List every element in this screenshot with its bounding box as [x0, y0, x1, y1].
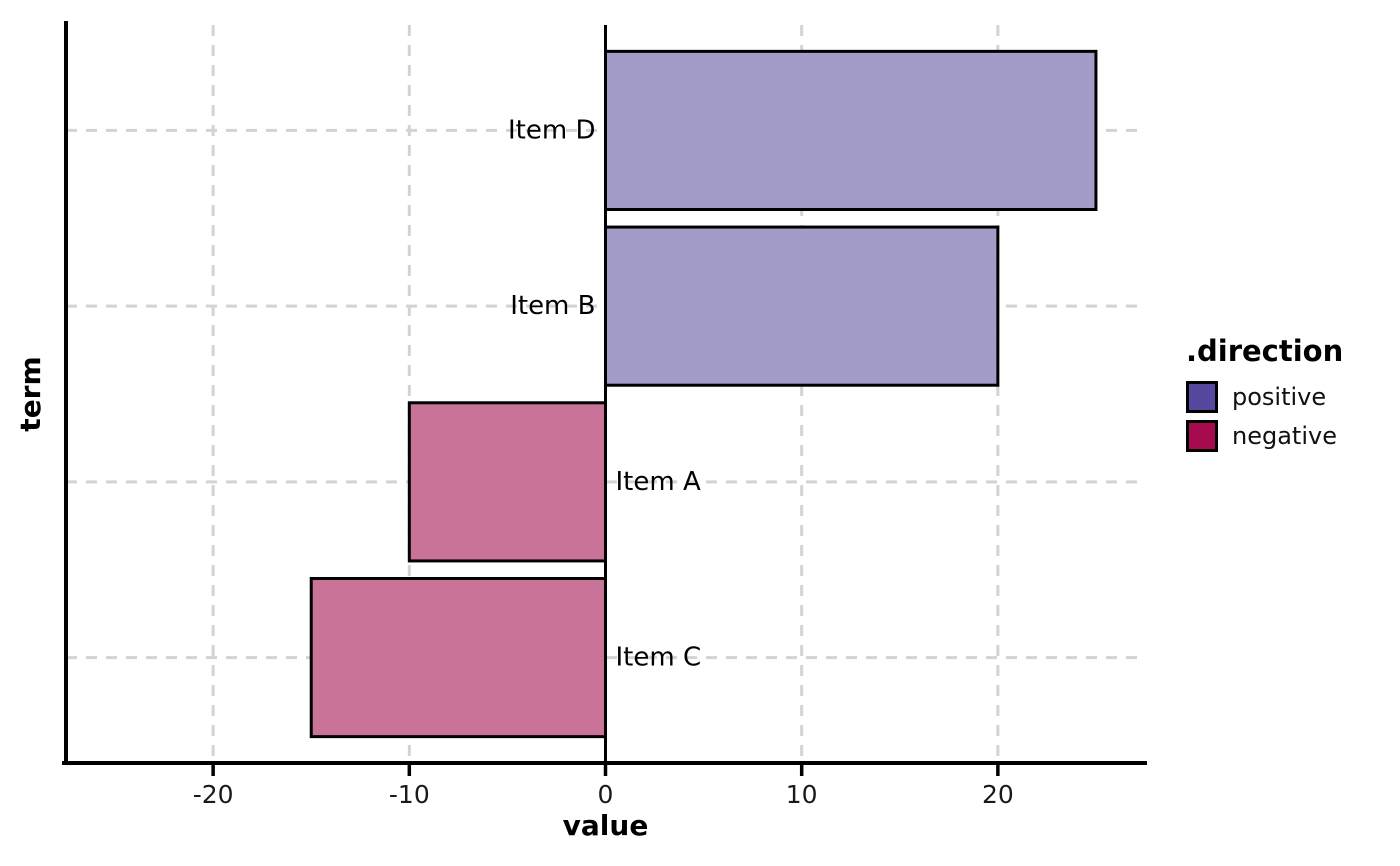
bar-label: Item B	[510, 291, 595, 321]
x-tick-label: -20	[193, 780, 234, 809]
bar-label: Item A	[616, 467, 701, 497]
y-axis-title: term	[14, 356, 47, 431]
x-axis-title: value	[563, 809, 649, 842]
legend-key-positive	[1186, 381, 1218, 413]
x-tick-label: 20	[982, 780, 1014, 809]
bar-item-d	[604, 49, 1098, 211]
bar-label: Item C	[616, 643, 702, 673]
legend-label-positive: positive	[1232, 383, 1327, 411]
x-tick-label: -10	[389, 780, 430, 809]
legend-label-negative: negative	[1232, 422, 1337, 450]
x-tick-label: 10	[786, 780, 818, 809]
bar-item-c	[309, 577, 607, 739]
bar-item-a	[407, 401, 607, 563]
legend-title: .direction	[1186, 334, 1344, 368]
legend: .direction positive negative	[1186, 334, 1398, 459]
x-tick-label: 0	[598, 780, 614, 809]
bar-item-b	[604, 225, 1000, 387]
legend-entry-negative: negative	[1186, 420, 1398, 452]
legend-key-negative	[1186, 420, 1218, 452]
bar-label: Item D	[508, 115, 595, 145]
legend-entry-positive: positive	[1186, 381, 1398, 413]
